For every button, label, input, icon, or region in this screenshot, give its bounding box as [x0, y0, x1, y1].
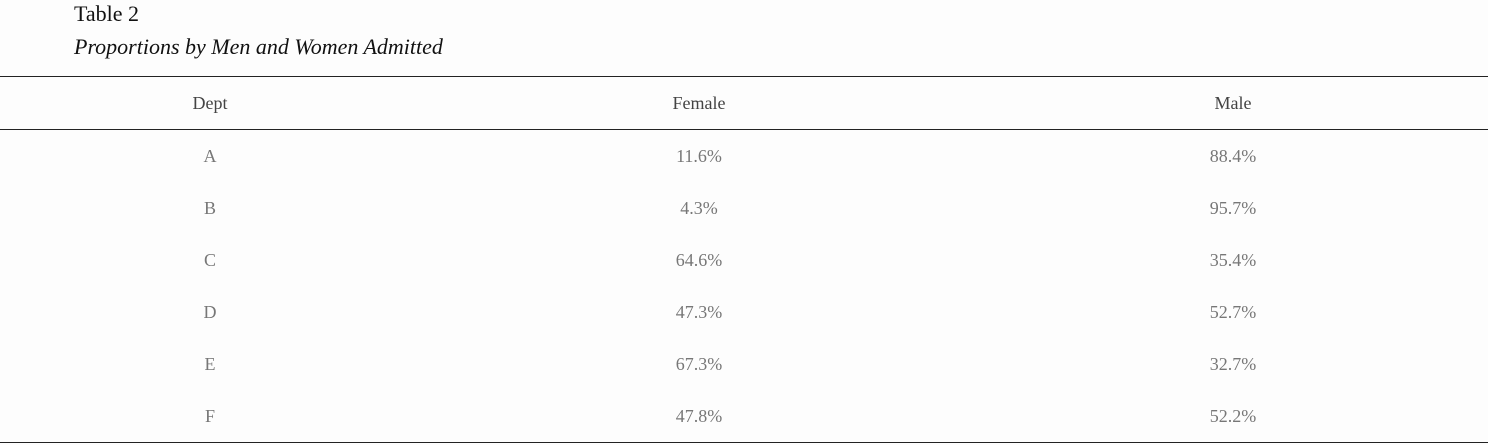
cell-female: 47.8%: [675, 405, 723, 426]
table-row: D 47.3% 52.7%: [0, 286, 1488, 338]
table-label: Table 2: [74, 1, 140, 26]
cell-dept: D: [203, 301, 217, 322]
table-header: Dept Female Male: [0, 76, 1488, 130]
table-body: A 11.6% 88.4% B 4.3% 95.7% C 64.6% 35.4%…: [0, 130, 1488, 443]
header-female: Female: [420, 76, 978, 130]
cell-male: 52.7%: [1209, 301, 1257, 322]
cell-dept: E: [204, 353, 216, 374]
table-row: F 47.8% 52.2%: [0, 390, 1488, 443]
cell-female: 67.3%: [675, 353, 723, 374]
cell-male: 95.7%: [1209, 197, 1257, 218]
cell-female: 11.6%: [676, 145, 722, 166]
cell-dept: A: [203, 145, 217, 166]
cell-female: 4.3%: [680, 197, 718, 218]
cell-dept: C: [203, 249, 216, 270]
header-row: Dept Female Male: [0, 76, 1488, 130]
cell-male: 32.7%: [1209, 353, 1257, 374]
table-row: B 4.3% 95.7%: [0, 182, 1488, 234]
table-row: A 11.6% 88.4%: [0, 130, 1488, 183]
data-table: Dept Female Male A 11.6% 88.4% B 4.3% 95…: [0, 76, 1488, 443]
header-dept: Dept: [0, 76, 420, 130]
cell-female: 64.6%: [675, 249, 723, 270]
cell-male: 52.2%: [1209, 405, 1257, 426]
cell-dept: B: [203, 197, 216, 218]
cell-male: 88.4%: [1209, 145, 1257, 166]
table-row: C 64.6% 35.4%: [0, 234, 1488, 286]
cell-female: 47.3%: [675, 301, 723, 322]
cell-male: 35.4%: [1209, 249, 1257, 270]
header-male: Male: [978, 76, 1488, 130]
cell-dept: F: [204, 405, 215, 426]
table-row: E 67.3% 32.7%: [0, 338, 1488, 390]
table-title: Proportions by Men and Women Admitted: [74, 34, 443, 59]
